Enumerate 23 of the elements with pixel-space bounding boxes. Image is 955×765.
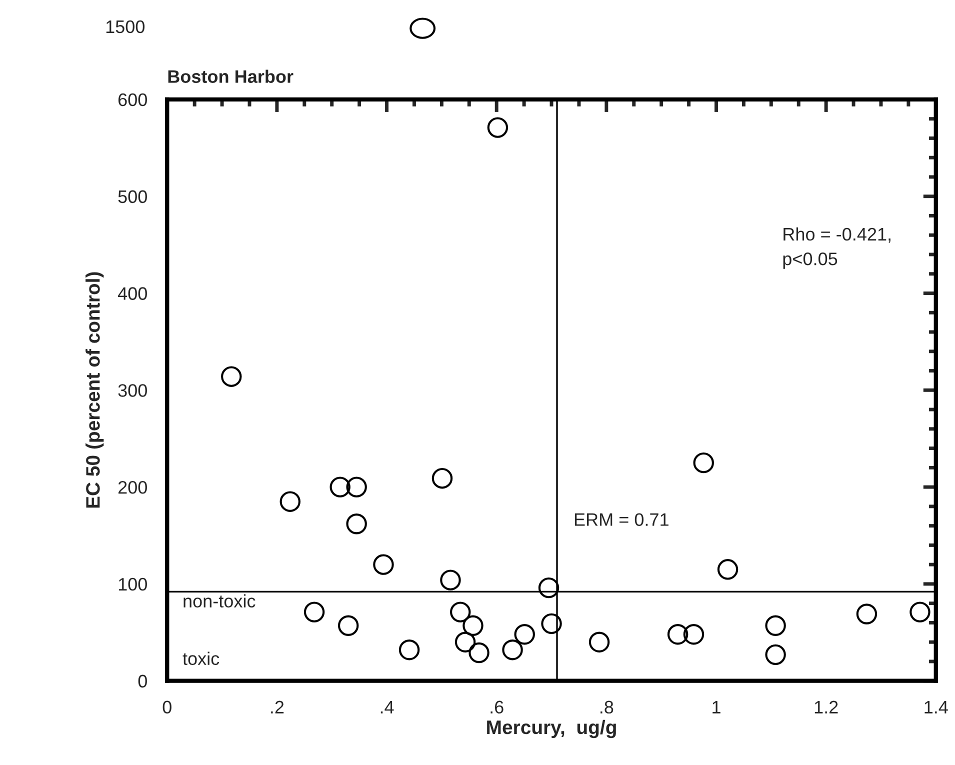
- chart-title: Boston Harbor: [168, 70, 294, 83]
- y-tick-label: 300: [118, 384, 147, 397]
- annotation: toxic: [182, 652, 220, 666]
- x-tick-label: 1.4: [924, 700, 948, 714]
- y-tick-label: 600: [118, 93, 147, 106]
- x-tick-label: .4: [380, 700, 394, 714]
- ref-line-label: ERM = 0.71: [574, 513, 668, 526]
- x-tick-label: .8: [600, 700, 614, 714]
- x-tick-label: .6: [490, 700, 504, 714]
- y-tick-label: 0: [138, 674, 147, 688]
- y-tick-label: 200: [118, 480, 147, 494]
- x-axis-title: Mercury, ug/g: [487, 720, 616, 738]
- annotation: Rho = -0.421, p<0.05: [783, 227, 890, 269]
- y-tick-label: 100: [118, 578, 147, 591]
- x-tick-label: 0: [162, 700, 172, 714]
- x-tick-label: 1.2: [814, 700, 838, 714]
- text: 1500: [106, 20, 145, 34]
- annotation: non-toxic: [184, 594, 256, 608]
- y-axis-title: EC 50 (percent of control): [86, 272, 104, 508]
- x-tick-label: .2: [271, 700, 284, 714]
- y-tick-label: 400: [118, 287, 147, 300]
- x-tick-label: 1: [712, 700, 720, 714]
- y-tick-label: 500: [118, 190, 147, 204]
